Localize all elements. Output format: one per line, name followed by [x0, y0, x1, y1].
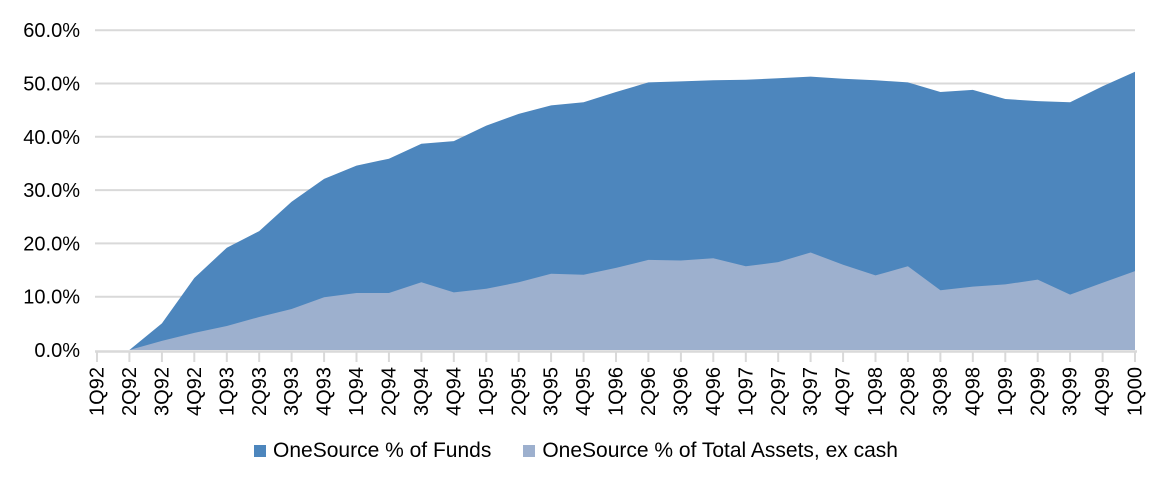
total-assets-area [97, 252, 1135, 350]
x-axis-label: 1Q96 [606, 367, 628, 416]
y-axis-label: 0.0% [34, 340, 80, 362]
x-axis-label: 4Q92 [184, 367, 206, 416]
x-axis-label: 3Q96 [671, 367, 693, 416]
x-axis-label: 3Q97 [800, 367, 822, 416]
y-axis-label: 60.0% [23, 20, 80, 42]
x-axis-label: 1Q92 [87, 367, 109, 416]
total-assets-series-swatch [523, 444, 536, 457]
x-axis-label: 2Q96 [638, 367, 660, 416]
x-axis-label: 1Q99 [995, 367, 1017, 416]
x-axis-label: 1Q95 [476, 367, 498, 416]
y-axis-label: 20.0% [23, 233, 80, 255]
y-axis-label: 30.0% [23, 180, 80, 202]
x-axis-label: 4Q93 [314, 367, 336, 416]
legend-item-total-assets: OneSource % of Total Assets, ex cash [523, 440, 898, 461]
legend-item-funds: OneSource % of Funds [254, 440, 491, 461]
x-axis-label: 1Q94 [346, 367, 368, 416]
x-axis-label: 2Q94 [379, 367, 401, 416]
x-axis-label: 2Q99 [1027, 367, 1049, 416]
x-axis-label: 1Q93 [216, 367, 238, 416]
x-axis-label: 3Q98 [930, 367, 952, 416]
y-axis-label: 10.0% [23, 287, 80, 309]
x-axis-label: 4Q98 [962, 367, 984, 416]
funds-series-swatch [254, 444, 267, 457]
legend: OneSource % of Funds OneSource % of Tota… [0, 440, 1152, 461]
x-axis-label: 4Q95 [573, 367, 595, 416]
x-axis-label: 1Q98 [865, 367, 887, 416]
x-axis-label: 3Q93 [281, 367, 303, 416]
x-axis-label: 4Q99 [1092, 367, 1114, 416]
x-axis-label: 1Q00 [1125, 367, 1147, 416]
y-axis-label: 50.0% [23, 74, 80, 96]
x-axis-label: 4Q94 [443, 367, 465, 416]
x-axis-label: 3Q99 [1060, 367, 1082, 416]
x-axis-label: 3Q95 [541, 367, 563, 416]
x-axis-label: 2Q95 [508, 367, 530, 416]
x-axis-label: 4Q96 [703, 367, 725, 416]
funds-series-label: OneSource % of Funds [273, 439, 492, 462]
y-axis-label: 40.0% [23, 127, 80, 149]
x-axis-label: 2Q92 [119, 367, 141, 416]
x-axis-label: 2Q93 [249, 367, 271, 416]
x-axis-label: 2Q98 [898, 367, 920, 416]
x-axis-label: 3Q92 [152, 367, 174, 416]
x-axis-label: 1Q97 [735, 367, 757, 416]
x-axis-label: 3Q94 [411, 367, 433, 416]
x-axis-label: 2Q97 [768, 367, 790, 416]
total-assets-series-label: OneSource % of Total Assets, ex cash [542, 439, 898, 462]
x-axis-label: 4Q97 [833, 367, 855, 416]
plot-area: 0.0% 10.0% 20.0% 30.0% 40.0% 50.0% 60.0% 1Q92 2Q… [23, 20, 1147, 416]
